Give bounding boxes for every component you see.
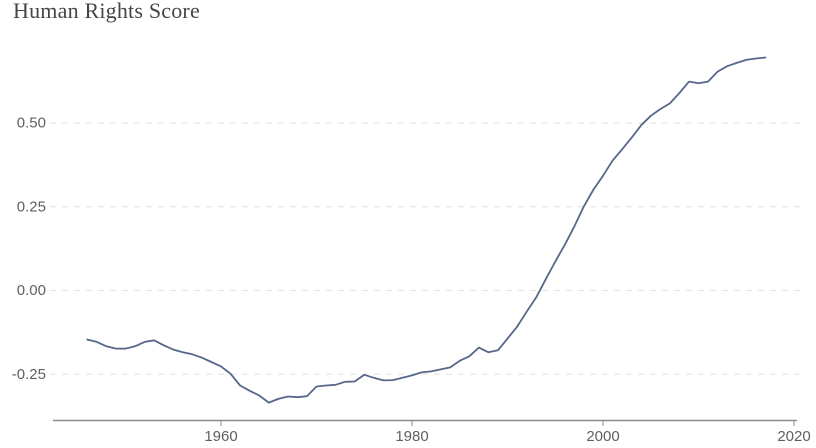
series-line xyxy=(86,56,767,404)
y-axis-labels: 0.50 0.25 0.00 -0.25 xyxy=(12,115,46,383)
x-tick-label: 1960 xyxy=(204,428,237,445)
x-axis-labels: 1960 1980 2000 2020 xyxy=(204,428,810,445)
y-tick-label: -0.25 xyxy=(12,366,46,383)
data-line xyxy=(86,56,767,404)
gridlines xyxy=(50,122,800,375)
chart-title: Human Rights Score xyxy=(13,0,200,23)
y-tick-label: 0.25 xyxy=(17,198,46,215)
x-axis xyxy=(53,419,797,426)
y-tick-label: 0.00 xyxy=(17,282,46,299)
y-tick-label: 0.50 xyxy=(17,115,46,132)
x-tick-label: 1980 xyxy=(395,428,428,445)
x-tick-label: 2020 xyxy=(777,428,810,445)
x-tick-label: 2000 xyxy=(586,428,619,445)
